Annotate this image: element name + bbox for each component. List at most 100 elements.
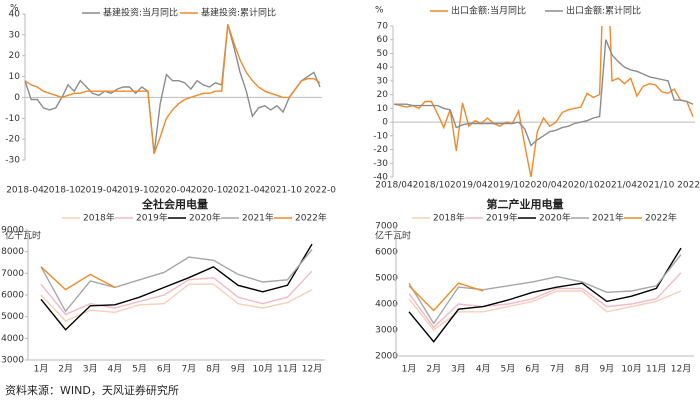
x-tick-label: 11月 [646,364,666,375]
x-tick-label: 12月 [302,364,322,375]
x-tick-label: 8月 [575,364,590,375]
y-tick-label: 10 [377,104,389,114]
series-line [408,282,484,312]
x-tick-label: 2021/10 [637,181,675,191]
x-tick-label: 12月 [671,364,691,375]
y-tick-label: -20 [373,145,388,155]
x-tick-label: 5月 [132,364,147,375]
x-tick-label: 3月 [83,364,98,375]
x-tick-label: 4月 [476,364,491,375]
legend-label: 2018年 [83,212,115,224]
series-line [40,249,313,313]
y-tick-label: 3000 [1,356,24,366]
x-tick-label: 3月 [451,364,466,375]
x-tick-label: 2021/04 [600,181,638,191]
y-tick-label: 40 [377,63,389,73]
y-axis-unit: % [10,4,19,14]
x-tick-label: 7月 [181,364,196,375]
legend-label: 2021年 [242,212,274,224]
y-tick-label: 9000 [1,226,24,236]
x-tick-label: 2018/10 [413,181,451,191]
y-tick-label: 5000 [1,312,24,322]
y-tick-label: 10 [9,72,21,82]
y-tick-label: 0 [14,93,20,103]
x-tick-label: 6月 [525,364,540,375]
y-tick-label: -20 [5,135,20,145]
series-line [24,24,321,154]
x-tick-label: 2019/04 [450,181,488,191]
legend-label: 出口金额:当月同比 [451,5,526,17]
legend-label: 基建投资:累计同比 [201,7,276,19]
x-tick-label: 2018-04 [6,186,44,196]
y-tick-label: 6000 [1,291,24,301]
x-tick-label: 2022-0 [304,186,336,196]
x-tick-label: 2020/04 [525,181,563,191]
y-tick-label: 0 [382,118,388,128]
y-tick-label: 30 [377,76,389,86]
y-axis-unit: 亿千瓦时 [5,230,41,242]
x-tick-label: 2月 [426,364,441,375]
x-tick-label: 2019-04 [80,186,118,196]
y-tick-label: -30 [5,156,20,166]
y-tick-label: 20 [377,90,389,100]
x-tick-label: 2018/04 [375,181,413,191]
y-tick-label: 50 [377,49,389,59]
series-line [408,254,682,325]
y-tick-label: 40 [9,10,21,20]
x-tick-label: 9月 [599,364,614,375]
x-tick-label: 4月 [108,364,123,375]
series-line [393,26,694,177]
legend-label: 2019年 [136,212,168,224]
x-tick-label: 2019-10 [117,186,155,196]
legend-label: 2021年 [592,212,624,224]
y-axis-unit: 亿千瓦时 [375,230,411,242]
y-tick-label: 20 [9,51,21,61]
series-line [40,270,313,316]
y-tick-label: 4000 [1,334,24,344]
series-line [24,24,321,154]
x-tick-label: 10月 [253,364,273,375]
y-tick-label: 4000 [375,300,398,310]
y-tick-label: 7000 [375,222,398,232]
y-tick-label: 5000 [375,274,398,284]
legend-label: 2020年 [539,212,571,224]
y-tick-label: -10 [5,114,20,124]
legend-label: 2018年 [433,212,465,224]
series-line [40,243,313,331]
y-tick-label: -10 [373,131,388,141]
y-tick-label: 8000 [1,247,24,257]
y-tick-label: -30 [373,159,388,169]
series-line [394,39,694,147]
x-tick-label: 2021-04 [227,186,265,196]
x-tick-label: 1月 [402,364,417,375]
legend-label: 出口金额:累计同比 [566,5,641,17]
x-tick-label: 2019/10 [487,181,525,191]
y-tick-label: 3000 [375,326,398,336]
y-tick-label: 30 [9,30,21,40]
chart-title: 全社会用电量 [141,197,208,211]
x-tick-label: 2018-10 [43,186,81,196]
x-tick-label: 2022/0 [677,181,700,191]
y-tick-label: 60 [377,35,389,45]
y-tick-label: 70 [377,22,389,32]
y-tick-label: -40 [373,173,388,183]
x-tick-label: 5月 [501,364,516,375]
series-line [408,247,682,343]
x-tick-label: 9月 [231,364,246,375]
series-line [40,266,116,291]
x-tick-label: 7月 [550,364,565,375]
x-tick-label: 1月 [34,364,49,375]
legend-label: 2019年 [486,212,518,224]
x-tick-label: 10月 [621,364,641,375]
series-line [40,283,313,322]
x-tick-label: 2020/10 [562,181,600,191]
x-tick-label: 6月 [157,364,172,375]
y-tick-label: 2000 [375,352,398,362]
x-tick-label: 2021-10 [264,186,302,196]
x-tick-label: 11月 [277,364,297,375]
x-tick-label: 8月 [206,364,221,375]
x-tick-label: 2020-04 [154,186,192,196]
legend-label: 2022年 [295,212,327,224]
